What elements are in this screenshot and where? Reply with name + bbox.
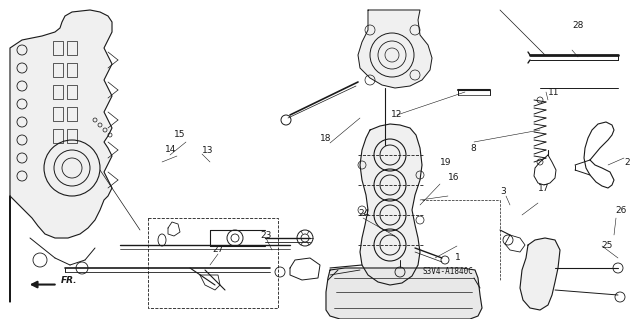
Polygon shape [358, 10, 432, 88]
Text: 1: 1 [455, 253, 460, 262]
Text: 15: 15 [174, 130, 186, 139]
Bar [67, 85, 77, 99]
Text: 2: 2 [624, 158, 630, 167]
Text: 28: 28 [573, 21, 584, 30]
Text: S3V4-A1840C: S3V4-A1840C [422, 267, 474, 276]
Text: FR.: FR. [61, 276, 77, 285]
Bar [148, 218, 278, 308]
Bar [67, 129, 77, 143]
Text: 12: 12 [391, 110, 403, 119]
Text: 26: 26 [616, 206, 627, 215]
Polygon shape [326, 268, 482, 319]
Bar [53, 107, 63, 121]
Text: 16: 16 [448, 173, 460, 182]
Bar [67, 41, 77, 55]
Text: 27: 27 [212, 245, 223, 254]
Text: 11: 11 [548, 88, 559, 97]
Bar [67, 107, 77, 121]
Text: 25: 25 [602, 241, 613, 250]
Text: 3: 3 [500, 187, 506, 196]
Polygon shape [520, 238, 560, 310]
Text: 23: 23 [260, 231, 272, 240]
Bar [53, 41, 63, 55]
Bar [67, 63, 77, 77]
Text: 14: 14 [165, 145, 177, 154]
Bar [53, 129, 63, 143]
Text: 19: 19 [440, 158, 452, 167]
Text: 18: 18 [320, 134, 332, 143]
Text: 8: 8 [471, 144, 476, 153]
Bar [53, 63, 63, 77]
Bar [53, 85, 63, 99]
Polygon shape [10, 10, 112, 302]
Polygon shape [360, 124, 422, 285]
Text: 24: 24 [358, 209, 369, 218]
Text: 17: 17 [538, 184, 549, 193]
Text: 13: 13 [202, 146, 214, 155]
